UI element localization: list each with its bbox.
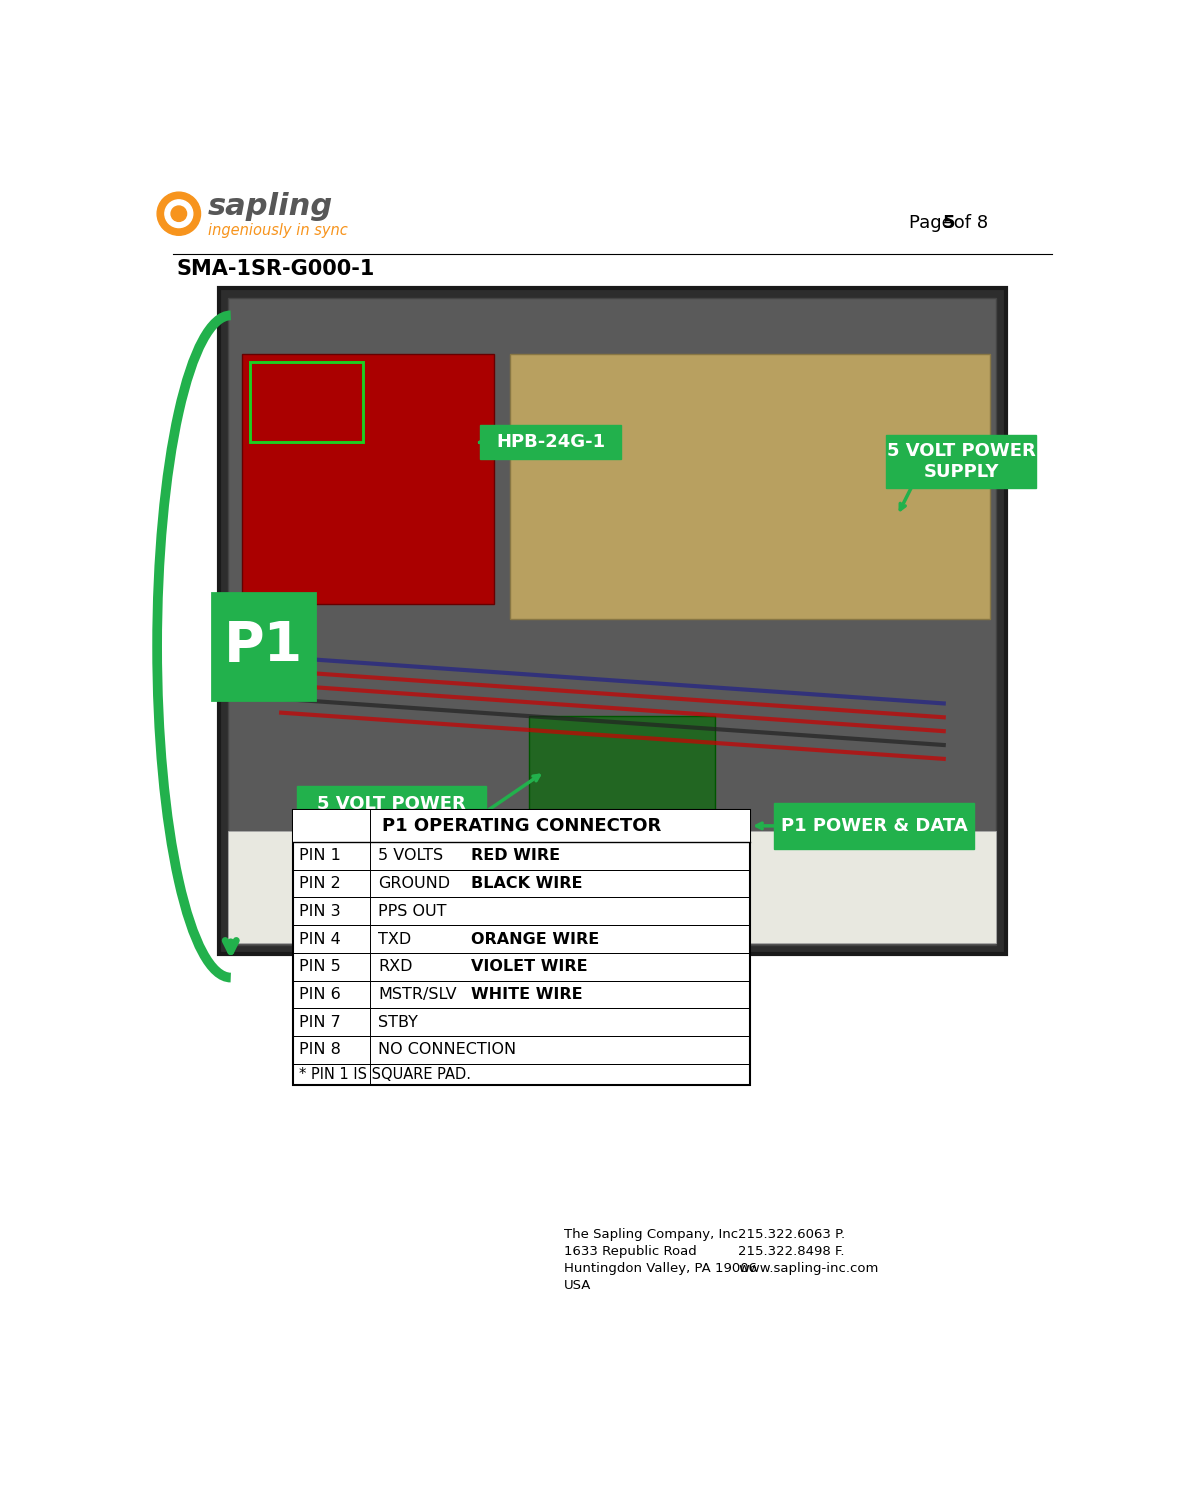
Text: ORANGE WIRE: ORANGE WIRE bbox=[471, 932, 599, 947]
FancyBboxPatch shape bbox=[480, 426, 620, 459]
Text: PIN 1: PIN 1 bbox=[299, 849, 341, 864]
Text: RED WIRE: RED WIRE bbox=[471, 849, 560, 864]
Text: WHITE WIRE: WHITE WIRE bbox=[471, 987, 583, 1002]
Text: VIOLET WIRE: VIOLET WIRE bbox=[471, 959, 588, 974]
FancyBboxPatch shape bbox=[213, 593, 315, 700]
Circle shape bbox=[171, 206, 186, 221]
Text: 1633 Republic Road: 1633 Republic Road bbox=[564, 1245, 697, 1258]
Text: TXD: TXD bbox=[378, 932, 411, 947]
Text: PIN 6: PIN 6 bbox=[299, 987, 341, 1002]
Text: P1: P1 bbox=[225, 620, 304, 673]
Text: PIN 3: PIN 3 bbox=[299, 905, 341, 920]
FancyBboxPatch shape bbox=[243, 354, 495, 604]
Text: P1 OPERATING CONNECTOR: P1 OPERATING CONNECTOR bbox=[381, 817, 661, 835]
Text: STBY: STBY bbox=[378, 1014, 418, 1029]
Text: NO CONNECTION: NO CONNECTION bbox=[378, 1043, 516, 1058]
Text: PPS OUT: PPS OUT bbox=[378, 905, 447, 920]
Text: GROUND: GROUND bbox=[378, 876, 451, 891]
FancyBboxPatch shape bbox=[510, 354, 991, 620]
Text: HPB-24G-1: HPB-24G-1 bbox=[496, 433, 605, 451]
FancyBboxPatch shape bbox=[228, 298, 997, 945]
FancyBboxPatch shape bbox=[219, 289, 1006, 954]
Text: * PIN 1 IS SQUARE PAD.: * PIN 1 IS SQUARE PAD. bbox=[299, 1067, 471, 1082]
Text: 5 VOLT POWER
& DATA BOARD: 5 VOLT POWER & DATA BOARD bbox=[315, 795, 467, 834]
Text: PIN 8: PIN 8 bbox=[299, 1043, 341, 1058]
Text: PIN 2: PIN 2 bbox=[299, 876, 341, 891]
Text: sapling: sapling bbox=[208, 191, 332, 221]
FancyBboxPatch shape bbox=[250, 361, 362, 442]
FancyBboxPatch shape bbox=[887, 435, 1036, 488]
Text: BLACK WIRE: BLACK WIRE bbox=[471, 876, 582, 891]
Text: SMA-1SR-G000-1: SMA-1SR-G000-1 bbox=[177, 259, 375, 278]
Text: 215.322.8498 F.: 215.322.8498 F. bbox=[739, 1245, 845, 1258]
Text: PIN 4: PIN 4 bbox=[299, 932, 341, 947]
Text: 215.322.6063 P.: 215.322.6063 P. bbox=[739, 1228, 846, 1240]
Text: PIN 7: PIN 7 bbox=[299, 1014, 341, 1029]
FancyBboxPatch shape bbox=[293, 810, 750, 1085]
Text: USA: USA bbox=[564, 1279, 592, 1291]
Text: 5 VOLTS: 5 VOLTS bbox=[378, 849, 443, 864]
Text: PIN 5: PIN 5 bbox=[299, 959, 341, 974]
Text: MSTR/SLV: MSTR/SLV bbox=[378, 987, 456, 1002]
FancyBboxPatch shape bbox=[293, 810, 750, 841]
Text: 5 VOLT POWER
SUPPLY: 5 VOLT POWER SUPPLY bbox=[887, 442, 1036, 482]
Text: P1 POWER & DATA: P1 POWER & DATA bbox=[780, 817, 968, 835]
Text: The Sapling Company, Inc.: The Sapling Company, Inc. bbox=[564, 1228, 742, 1240]
Text: ingeniously in sync: ingeniously in sync bbox=[208, 223, 348, 238]
FancyBboxPatch shape bbox=[298, 786, 485, 841]
Circle shape bbox=[165, 200, 192, 227]
Text: RXD: RXD bbox=[378, 959, 412, 974]
FancyBboxPatch shape bbox=[228, 831, 997, 944]
Text: Page: Page bbox=[909, 214, 958, 232]
FancyBboxPatch shape bbox=[529, 716, 715, 828]
Text: of 8: of 8 bbox=[948, 214, 988, 232]
FancyBboxPatch shape bbox=[774, 802, 974, 849]
Circle shape bbox=[157, 193, 201, 235]
Text: Huntingdon Valley, PA 19006: Huntingdon Valley, PA 19006 bbox=[564, 1261, 756, 1275]
Text: 5: 5 bbox=[942, 214, 955, 232]
Text: www.sapling-inc.com: www.sapling-inc.com bbox=[739, 1261, 878, 1275]
